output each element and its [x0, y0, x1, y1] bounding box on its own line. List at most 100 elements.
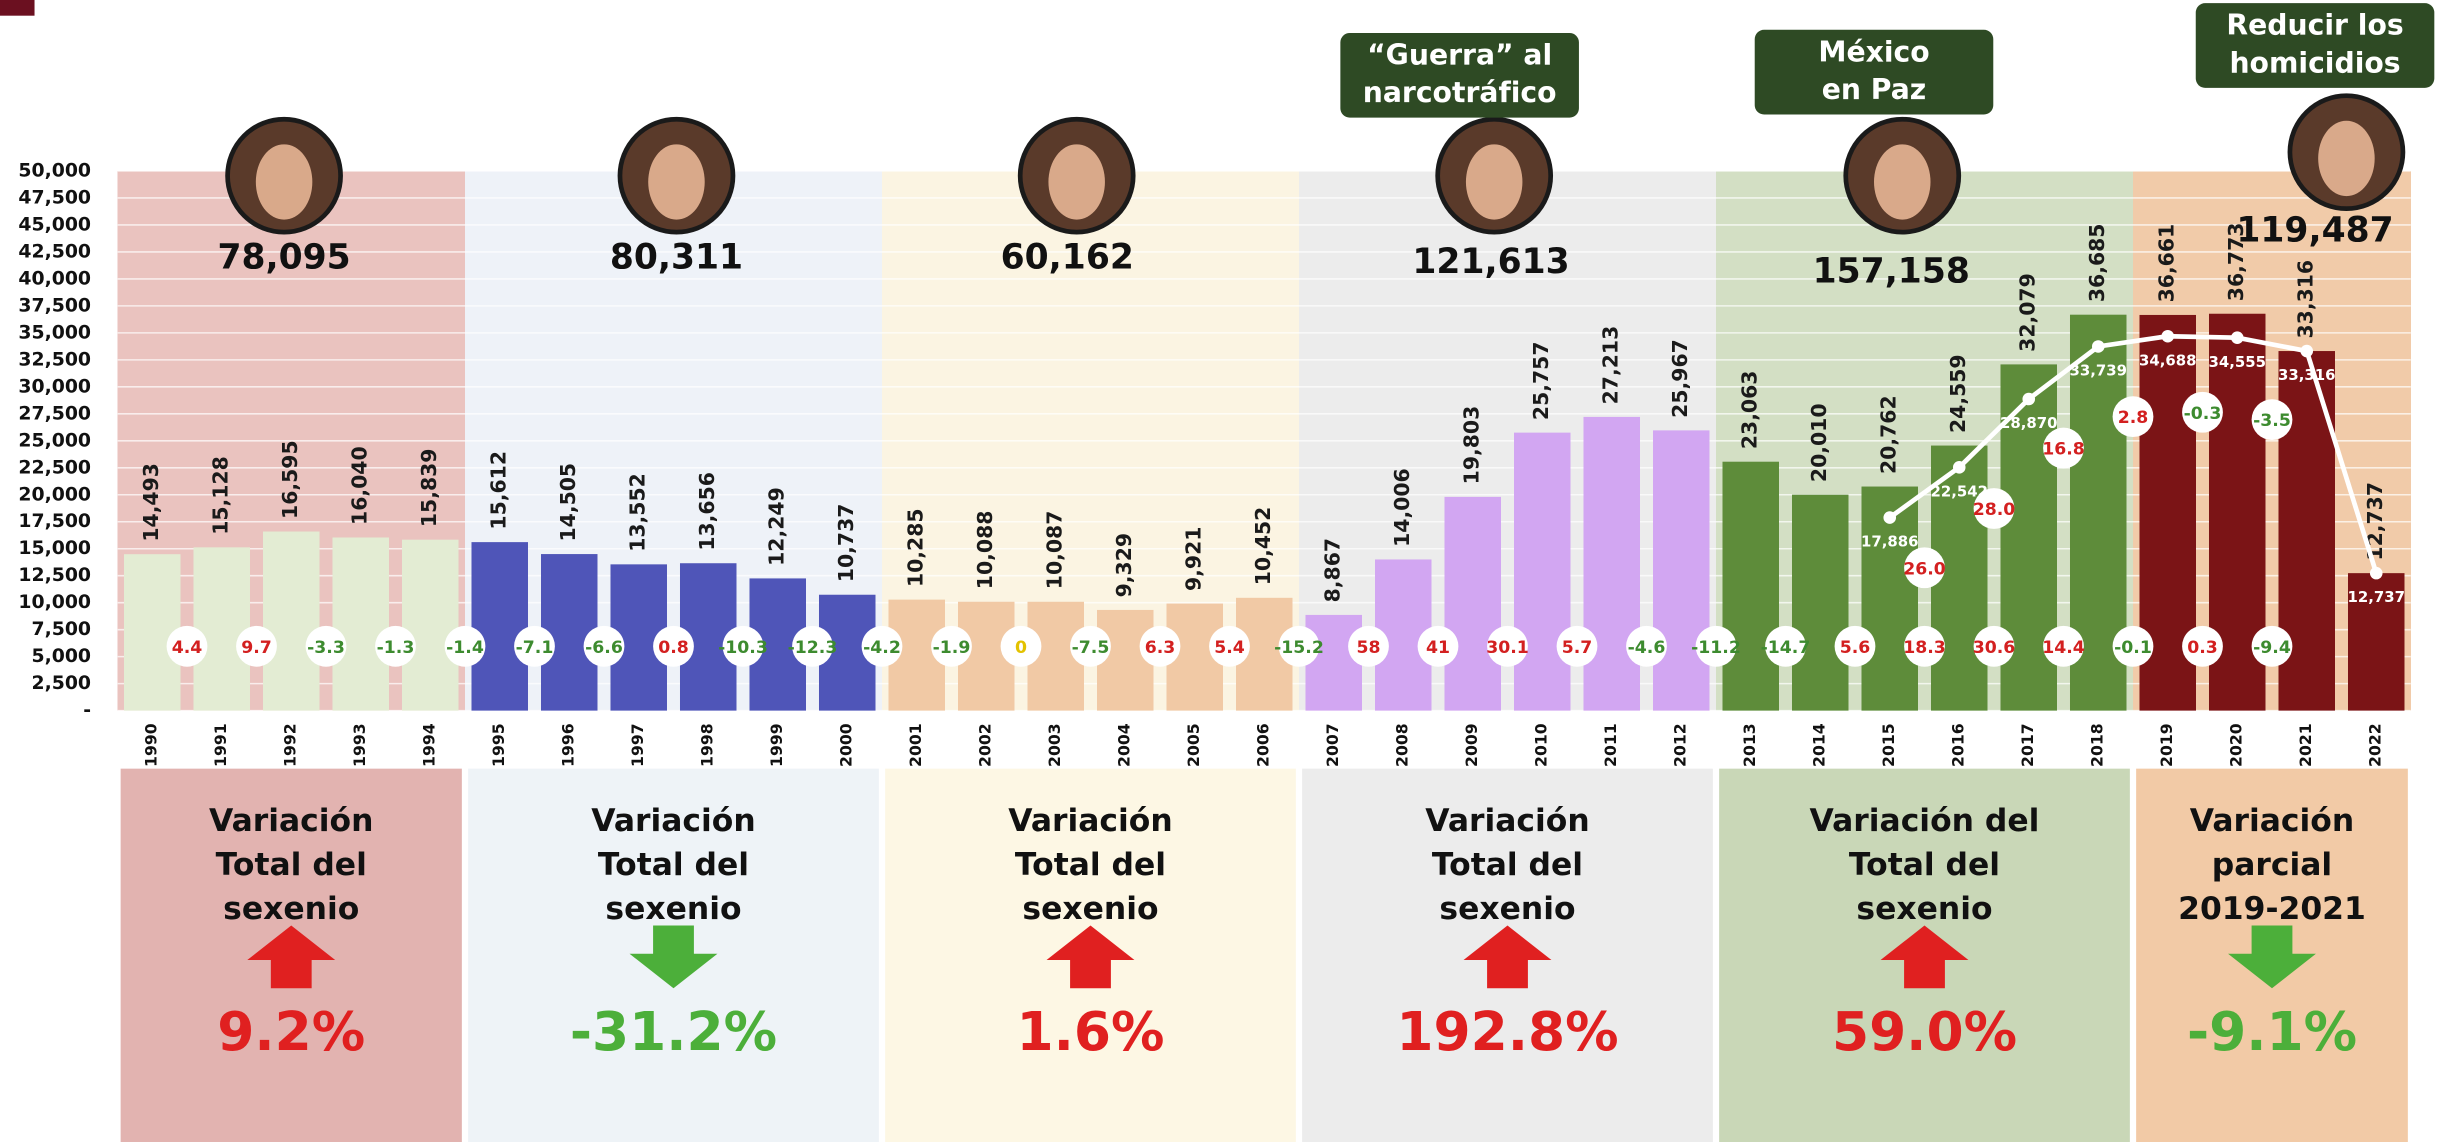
value-label: 12,249 — [765, 487, 789, 566]
y-tick-label: 2,500 — [32, 673, 92, 694]
y-tick-label: 12,500 — [18, 565, 91, 586]
bar — [1653, 430, 1710, 710]
x-tick-label: 1991 — [211, 723, 230, 767]
value-label: 16,040 — [348, 446, 372, 525]
line-value-label: 34,688 — [2139, 351, 2196, 369]
variation-value: 9.2% — [217, 1000, 365, 1063]
x-tick-label: 2022 — [2366, 723, 2385, 767]
x-tick-label: 2003 — [1045, 723, 1064, 767]
value-label: 15,128 — [209, 456, 233, 535]
variation-value: 59.0% — [1832, 1000, 2017, 1063]
portrait-face — [256, 144, 313, 219]
x-tick-label: 2019 — [2157, 723, 2176, 767]
variation-text: Total del — [1432, 847, 1583, 883]
bar — [402, 540, 459, 711]
value-label: 14,505 — [556, 463, 580, 542]
variation-text: sexenio — [1022, 891, 1158, 927]
change-label: 5.7 — [1562, 638, 1593, 658]
y-tick-label: 40,000 — [18, 268, 91, 289]
value-label: 9,329 — [1112, 533, 1136, 597]
page-body: {"chart_data": { "type": "bar", "ylim": … — [0, 0, 2461, 1142]
portrait-face — [2318, 121, 2375, 196]
bar — [1792, 495, 1849, 711]
line-value-label: 33,739 — [2070, 362, 2127, 380]
value-label: 33,316 — [2294, 260, 2318, 339]
value-label: 24,559 — [1946, 354, 1970, 433]
line-point — [2161, 330, 2174, 343]
x-tick-label: 2015 — [1879, 723, 1898, 767]
change-label: 18.3 — [1903, 638, 1946, 658]
variation-value: 1.6% — [1017, 1000, 1165, 1063]
value-label: 36,773 — [2224, 223, 2248, 302]
line-point — [2370, 567, 2383, 580]
change-label: -6.6 — [585, 638, 623, 658]
change-label: -11.2 — [1691, 638, 1741, 658]
period-total: 78,095 — [217, 237, 350, 277]
y-tick-label: 7,500 — [32, 619, 92, 640]
bar — [263, 532, 320, 711]
value-label: 8,867 — [1321, 538, 1345, 602]
portrait-face — [1466, 144, 1523, 219]
bar — [1583, 417, 1640, 711]
value-label: 9,921 — [1182, 527, 1206, 591]
value-label: 15,839 — [417, 449, 441, 528]
page: Homicidios por sexenio html, body { marg… — [0, 0, 2461, 1142]
period-total: 121,613 — [1412, 242, 1569, 282]
x-tick-label: 1996 — [559, 723, 578, 767]
value-label: 10,087 — [1043, 511, 1067, 590]
x-tick-label: 2018 — [2088, 723, 2107, 767]
variation-text: Total del — [216, 847, 367, 883]
x-tick-label: 2004 — [1115, 723, 1134, 767]
bar — [193, 547, 250, 710]
x-tick-label: 2020 — [2227, 723, 2246, 767]
bar — [1722, 462, 1779, 711]
line-change-label: 16.8 — [2042, 440, 2085, 460]
value-label: 14,493 — [139, 463, 163, 542]
y-tick-label: 47,500 — [18, 187, 91, 208]
bar — [1305, 615, 1362, 711]
value-label: 20,010 — [1807, 404, 1831, 483]
portrait-face — [1048, 144, 1105, 219]
x-tick-label: 1992 — [281, 723, 300, 767]
change-label: 0 — [1015, 638, 1027, 658]
bar — [1444, 497, 1501, 711]
change-label: -14.7 — [1761, 638, 1811, 658]
line-value-label: 33,316 — [2278, 366, 2335, 384]
x-tick-label: 1990 — [142, 723, 161, 767]
variation-text: sexenio — [1439, 891, 1575, 927]
change-label: -1.3 — [377, 638, 415, 658]
variation-text: parcial — [2212, 847, 2332, 883]
x-tick-label: 2005 — [1184, 723, 1203, 767]
y-tick-label: 15,000 — [18, 538, 91, 559]
variation-text: sexenio — [605, 891, 741, 927]
change-label: 14.4 — [2042, 638, 2085, 658]
x-tick-label: 1993 — [350, 723, 369, 767]
line-point — [2092, 340, 2105, 353]
value-label: 10,452 — [1251, 507, 1275, 586]
callout-text: “Guerra” al — [1367, 38, 1552, 71]
change-label: -0.1 — [2114, 638, 2152, 658]
x-tick-label: 1994 — [420, 723, 439, 767]
variation-text: Total del — [598, 847, 749, 883]
change-label: -10.3 — [718, 638, 768, 658]
change-label: -1.4 — [446, 638, 484, 658]
variation-text: Variación — [209, 803, 373, 839]
value-label: 16,595 — [278, 440, 302, 519]
x-tick-label: 2006 — [1254, 723, 1273, 767]
line-value-label: 28,870 — [2000, 414, 2057, 432]
y-tick-label: 22,500 — [18, 457, 91, 478]
value-label: 20,762 — [1877, 395, 1901, 474]
change-label: 4.4 — [172, 638, 203, 658]
period-total: 119,487 — [2236, 211, 2393, 251]
x-tick-label: 1999 — [767, 723, 786, 767]
change-label: -3.3 — [307, 638, 345, 658]
line-point — [2300, 345, 2313, 358]
change-label: -7.5 — [1072, 638, 1110, 658]
y-tick-label: 30,000 — [18, 376, 91, 397]
x-tick-label: 2014 — [1810, 723, 1829, 767]
value-label: 36,661 — [2155, 224, 2179, 303]
portrait-face — [1874, 144, 1931, 219]
value-label: 10,088 — [973, 511, 997, 590]
change-label: -15.2 — [1274, 638, 1324, 658]
x-tick-label: 2021 — [2296, 723, 2315, 767]
